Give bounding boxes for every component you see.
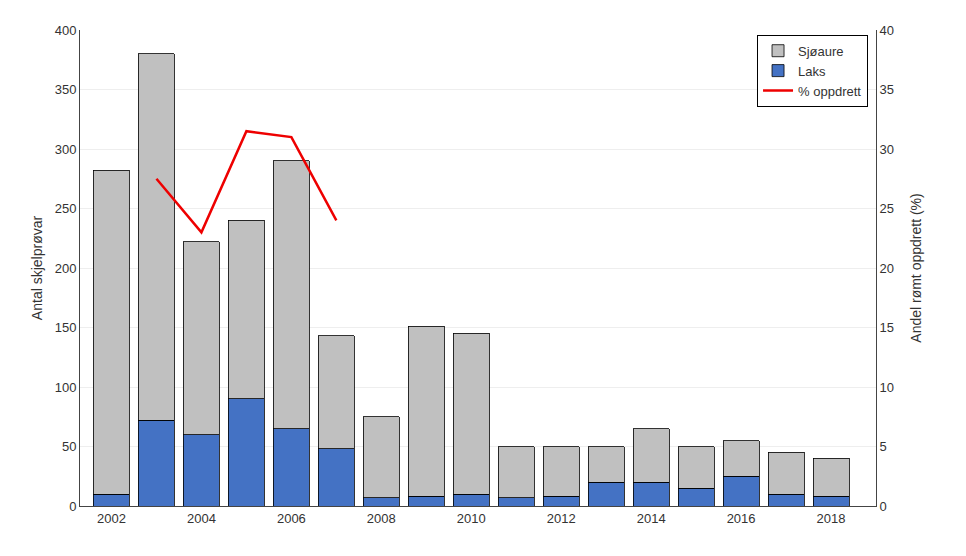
svg-text:2010: 2010 xyxy=(457,511,486,526)
svg-text:Antal skjelprøvar: Antal skjelprøvar xyxy=(29,216,45,321)
svg-text:2018: 2018 xyxy=(817,511,846,526)
svg-text:2012: 2012 xyxy=(547,511,576,526)
svg-text:2016: 2016 xyxy=(727,511,756,526)
svg-text:10: 10 xyxy=(880,380,894,395)
svg-text:2008: 2008 xyxy=(367,511,396,526)
svg-text:20: 20 xyxy=(880,261,894,276)
svg-text:Laks: Laks xyxy=(798,64,826,79)
svg-text:% oppdrett: % oppdrett xyxy=(798,84,861,99)
svg-text:2014: 2014 xyxy=(637,511,666,526)
svg-text:5: 5 xyxy=(880,439,887,454)
svg-text:Sjøaure: Sjøaure xyxy=(798,44,844,59)
svg-text:2006: 2006 xyxy=(277,511,306,526)
svg-text:0: 0 xyxy=(880,499,887,514)
svg-text:30: 30 xyxy=(880,142,894,157)
svg-text:350: 350 xyxy=(55,82,77,97)
svg-text:15: 15 xyxy=(880,320,894,335)
svg-text:35: 35 xyxy=(880,82,894,97)
svg-text:Andel rømt oppdrett (%): Andel rømt oppdrett (%) xyxy=(908,193,924,342)
svg-text:25: 25 xyxy=(880,201,894,216)
svg-text:250: 250 xyxy=(55,201,77,216)
svg-text:100: 100 xyxy=(55,380,77,395)
svg-text:40: 40 xyxy=(880,23,894,38)
svg-text:0: 0 xyxy=(69,499,76,514)
svg-text:400: 400 xyxy=(55,23,77,38)
svg-text:50: 50 xyxy=(62,439,76,454)
svg-text:150: 150 xyxy=(55,320,77,335)
svg-text:2002: 2002 xyxy=(97,511,126,526)
svg-text:300: 300 xyxy=(55,142,77,157)
svg-text:2004: 2004 xyxy=(187,511,216,526)
svg-text:200: 200 xyxy=(55,261,77,276)
